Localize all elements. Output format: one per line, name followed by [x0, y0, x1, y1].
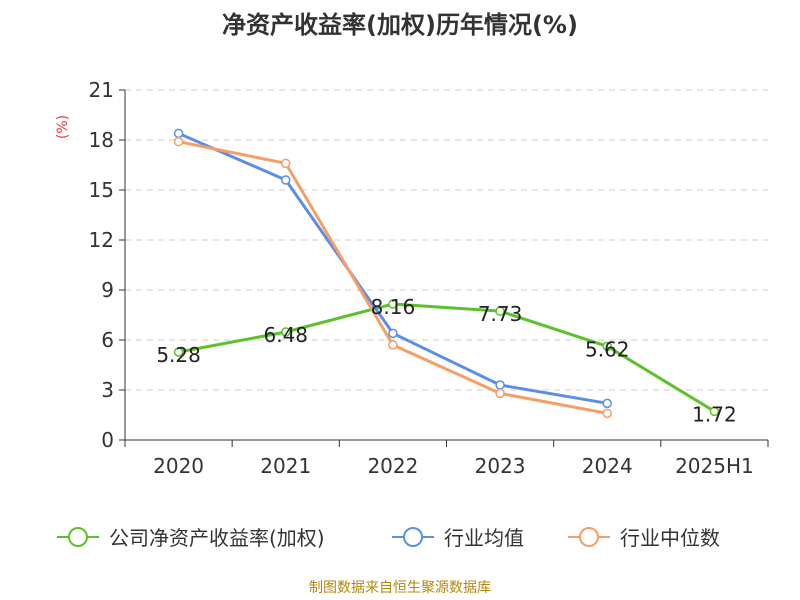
series-line-1 [177, 131, 608, 405]
data-point [388, 299, 398, 309]
source-note: 制图数据来自恒生聚源数据库 [309, 580, 491, 596]
series-line-2 [178, 140, 608, 415]
data-label: 6.48 [263, 323, 308, 347]
y-tick-label: 3 [101, 378, 114, 402]
chart-title: 净资产收益率(加权)历年情况(%) [222, 11, 578, 39]
data-label: 7.73 [478, 302, 523, 326]
data-point [388, 328, 398, 339]
data-point [602, 408, 612, 419]
legend: 公司净资产收益率(加权) 行业均值 行业中位数 [57, 526, 720, 550]
y-tick-label: 9 [101, 278, 114, 302]
x-tick-label: 2023 [475, 454, 526, 478]
y-tick-label: 12 [89, 228, 114, 252]
series-lines [173, 128, 720, 419]
data-labels: 5.28 6.48 8.16 7.73 5.62 1.72 [156, 295, 736, 426]
data-point [495, 306, 505, 316]
data-point [602, 341, 612, 352]
x-tick-label: 2025H1 [675, 454, 754, 478]
data-point [602, 398, 612, 409]
y-tick-label: 18 [89, 128, 114, 152]
x-tick-label: 2024 [582, 454, 633, 478]
x-tick-label: 2021 [260, 454, 311, 478]
legend-label: 行业均值 [444, 526, 524, 550]
legend-label: 公司净资产收益率(加权) [109, 526, 325, 550]
x-tick-label: 2022 [367, 454, 418, 478]
data-point [495, 380, 505, 390]
legend-marker [403, 527, 423, 547]
axes: 0 3 6 9 12 15 18 21 2020 2021 2022 2023 2024 2025H1 [89, 78, 769, 478]
legend-label: 行业中位数 [620, 526, 720, 550]
legend-marker [68, 527, 88, 547]
data-point [709, 406, 720, 417]
data-label: 1.72 [692, 402, 737, 426]
y-tick-label: 21 [89, 78, 114, 102]
grid-lines [125, 89, 768, 391]
data-point [281, 175, 291, 185]
y-tick-label: 0 [101, 428, 114, 452]
data-point [281, 158, 291, 169]
data-point [281, 327, 291, 337]
data-label: 8.16 [371, 295, 416, 319]
data-point [173, 136, 184, 147]
y-tick-label: 6 [101, 328, 114, 352]
data-point [388, 340, 398, 350]
data-point [495, 388, 505, 399]
data-label: 5.28 [156, 343, 201, 367]
data-point [173, 128, 184, 139]
data-point [173, 347, 184, 357]
y-tick-label: 15 [89, 178, 114, 202]
x-tick-label: 2020 [153, 454, 204, 478]
data-label: 5.62 [585, 337, 630, 361]
legend-marker [579, 527, 599, 547]
series-line-0 [178, 302, 716, 413]
y-axis-label: (%) [55, 115, 71, 139]
